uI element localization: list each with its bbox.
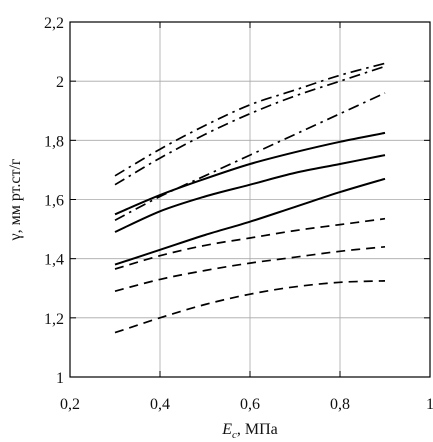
y-tick-label: 2 [56,74,64,91]
y-tick-label: 2,2 [44,15,64,32]
x-axis-label-unit: , МПа [237,421,278,438]
series-line-7 [114,217,386,270]
x-tick-label: 0,4 [150,396,170,413]
series-line-1 [114,62,386,177]
y-axis-label: γ, мм рт.ст/г [7,158,24,241]
y-tick-label: 1,6 [44,193,64,210]
x-axis-label: Ec, МПа [221,421,278,441]
series-line-4 [114,131,386,216]
y-tick-label: 1 [56,370,64,387]
series-line-8 [114,245,386,293]
y-tick-label: 1,4 [44,252,64,269]
y-tick-label: 1,8 [44,133,64,150]
y-tick-label: 1,2 [44,311,64,328]
series-group [114,62,386,334]
x-axis-label-subscript: c [232,429,237,441]
x-axis-label-symbol: E [221,421,232,438]
x-tick-label: 0,2 [60,396,80,413]
tick-marks [69,21,431,378]
series-line-5 [114,154,386,233]
x-tick-label: 0,8 [330,396,350,413]
y-tick-labels: 1 1,2 1,4 1,6 1,8 2 2,2 [44,15,64,387]
x-tick-labels: 0,2 0,4 0,6 0,8 1 [60,396,433,413]
series-line-2 [114,65,386,186]
series-line-6 [114,177,386,266]
x-tick-label: 1 [426,396,433,413]
x-tick-label: 0,6 [240,396,260,413]
series-line-9 [114,280,386,334]
grid-lines [70,22,430,377]
series-line-3 [114,92,386,221]
